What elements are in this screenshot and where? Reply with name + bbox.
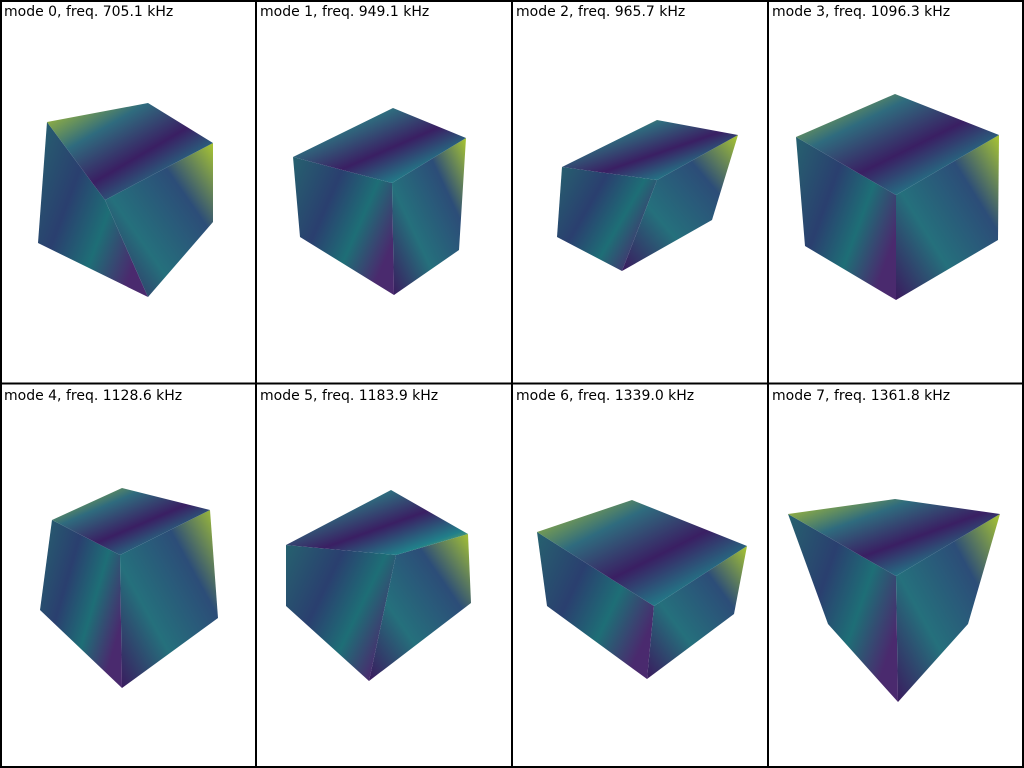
panel-title: mode 3, freq. 1096.3 kHz [772,4,950,20]
cube-face-top [537,500,747,606]
cube-face-left [293,157,394,295]
cube-face-top [52,488,210,555]
cube-face-right [105,143,213,297]
cube-face-left [788,514,898,702]
cube-face-left [38,122,148,297]
cube-face-top [286,490,468,555]
panel-title: mode 5, freq. 1183.9 kHz [260,388,438,404]
cube-face-left [40,520,122,688]
cube-face-top [788,499,1000,576]
cube-face-right [392,138,466,295]
panel: mode 3, freq. 1096.3 kHz [772,4,999,300]
cube-face-right [647,546,747,679]
cube-face-top [562,120,738,180]
panel-title: mode 1, freq. 949.1 kHz [260,4,429,20]
cube-face-left [796,137,896,300]
cube-face-right [896,514,1000,702]
cube-face-top [47,103,213,200]
cube-face-right [369,534,471,681]
panel-title: mode 2, freq. 965.7 kHz [516,4,685,20]
panel: mode 7, freq. 1361.8 kHz [772,388,1000,702]
cube-face-left [286,545,396,681]
panel: mode 0, freq. 705.1 kHz [4,4,213,297]
cube-face-right [120,510,218,688]
cube-face-top [293,108,466,183]
cube-face-right [622,135,738,271]
panel: mode 5, freq. 1183.9 kHz [260,388,471,681]
panel: mode 4, freq. 1128.6 kHz [4,388,218,688]
panel-title: mode 7, freq. 1361.8 kHz [772,388,950,404]
panel: mode 1, freq. 949.1 kHz [260,4,466,295]
panel: mode 2, freq. 965.7 kHz [516,4,738,271]
panel-title: mode 4, freq. 1128.6 kHz [4,388,182,404]
panel: mode 6, freq. 1339.0 kHz [516,388,747,679]
cube-face-top [796,94,999,195]
panels: mode 0, freq. 705.1 kHz mode 1, freq. 949… [4,4,1000,702]
panel-title: mode 0, freq. 705.1 kHz [4,4,173,20]
panel-title: mode 6, freq. 1339.0 kHz [516,388,694,404]
cube-face-right [896,135,999,300]
cube-face-left [537,532,654,679]
